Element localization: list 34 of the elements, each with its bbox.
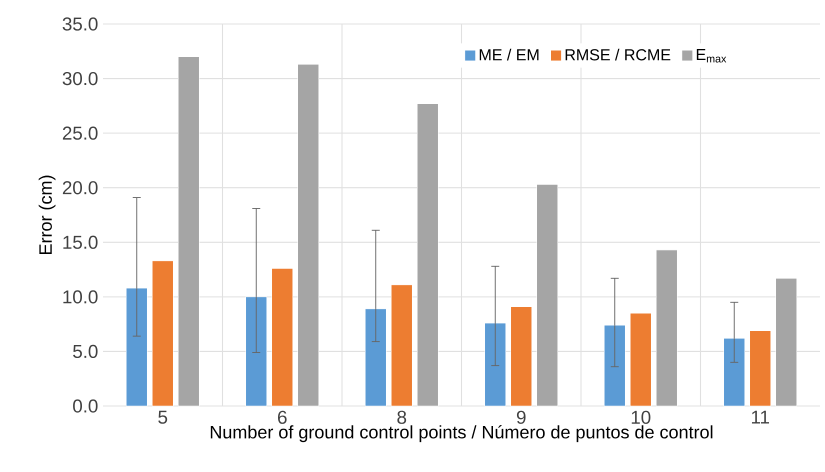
y-tick-label: 35.0 [62,17,98,31]
x-tick-label: 11 [752,410,770,424]
bar [416,103,439,406]
bar [536,184,558,406]
x-axis-title: Number of ground control points / Número de puntos de control [210,425,712,442]
bar [297,64,320,406]
bar [271,268,294,406]
bar [775,278,798,406]
bar [656,250,678,406]
bar [749,330,772,406]
y-tick-label: 5.0 [73,344,98,358]
bar [510,306,532,406]
legend-label: E$_{max}$ [696,49,726,63]
x-tick-label: 8 [397,410,406,424]
bar [390,284,413,406]
bar [126,288,148,406]
bar [630,312,652,406]
x-tick-label: 6 [278,410,287,424]
bar [364,308,387,406]
bar [152,260,174,406]
y-tick-label: 20.0 [62,181,98,194]
bar [178,56,200,406]
y-tick-label: 10.0 [63,290,98,304]
y-tick-label: 0.0 [73,399,98,413]
y-tick-label: 25.0 [62,126,98,140]
legend-label: ME / EM [480,48,538,60]
y-axis-title: Error (cm) [38,176,56,254]
y-tick-label: 15.0 [63,236,98,249]
legend-label: RMSE / RCME [566,48,670,60]
x-tick-label: 9 [516,410,526,424]
x-tick-label: 5 [158,410,168,424]
y-tick-label: 30.0 [62,72,98,86]
bar [723,338,746,406]
x-tick-label: 10 [632,410,650,424]
